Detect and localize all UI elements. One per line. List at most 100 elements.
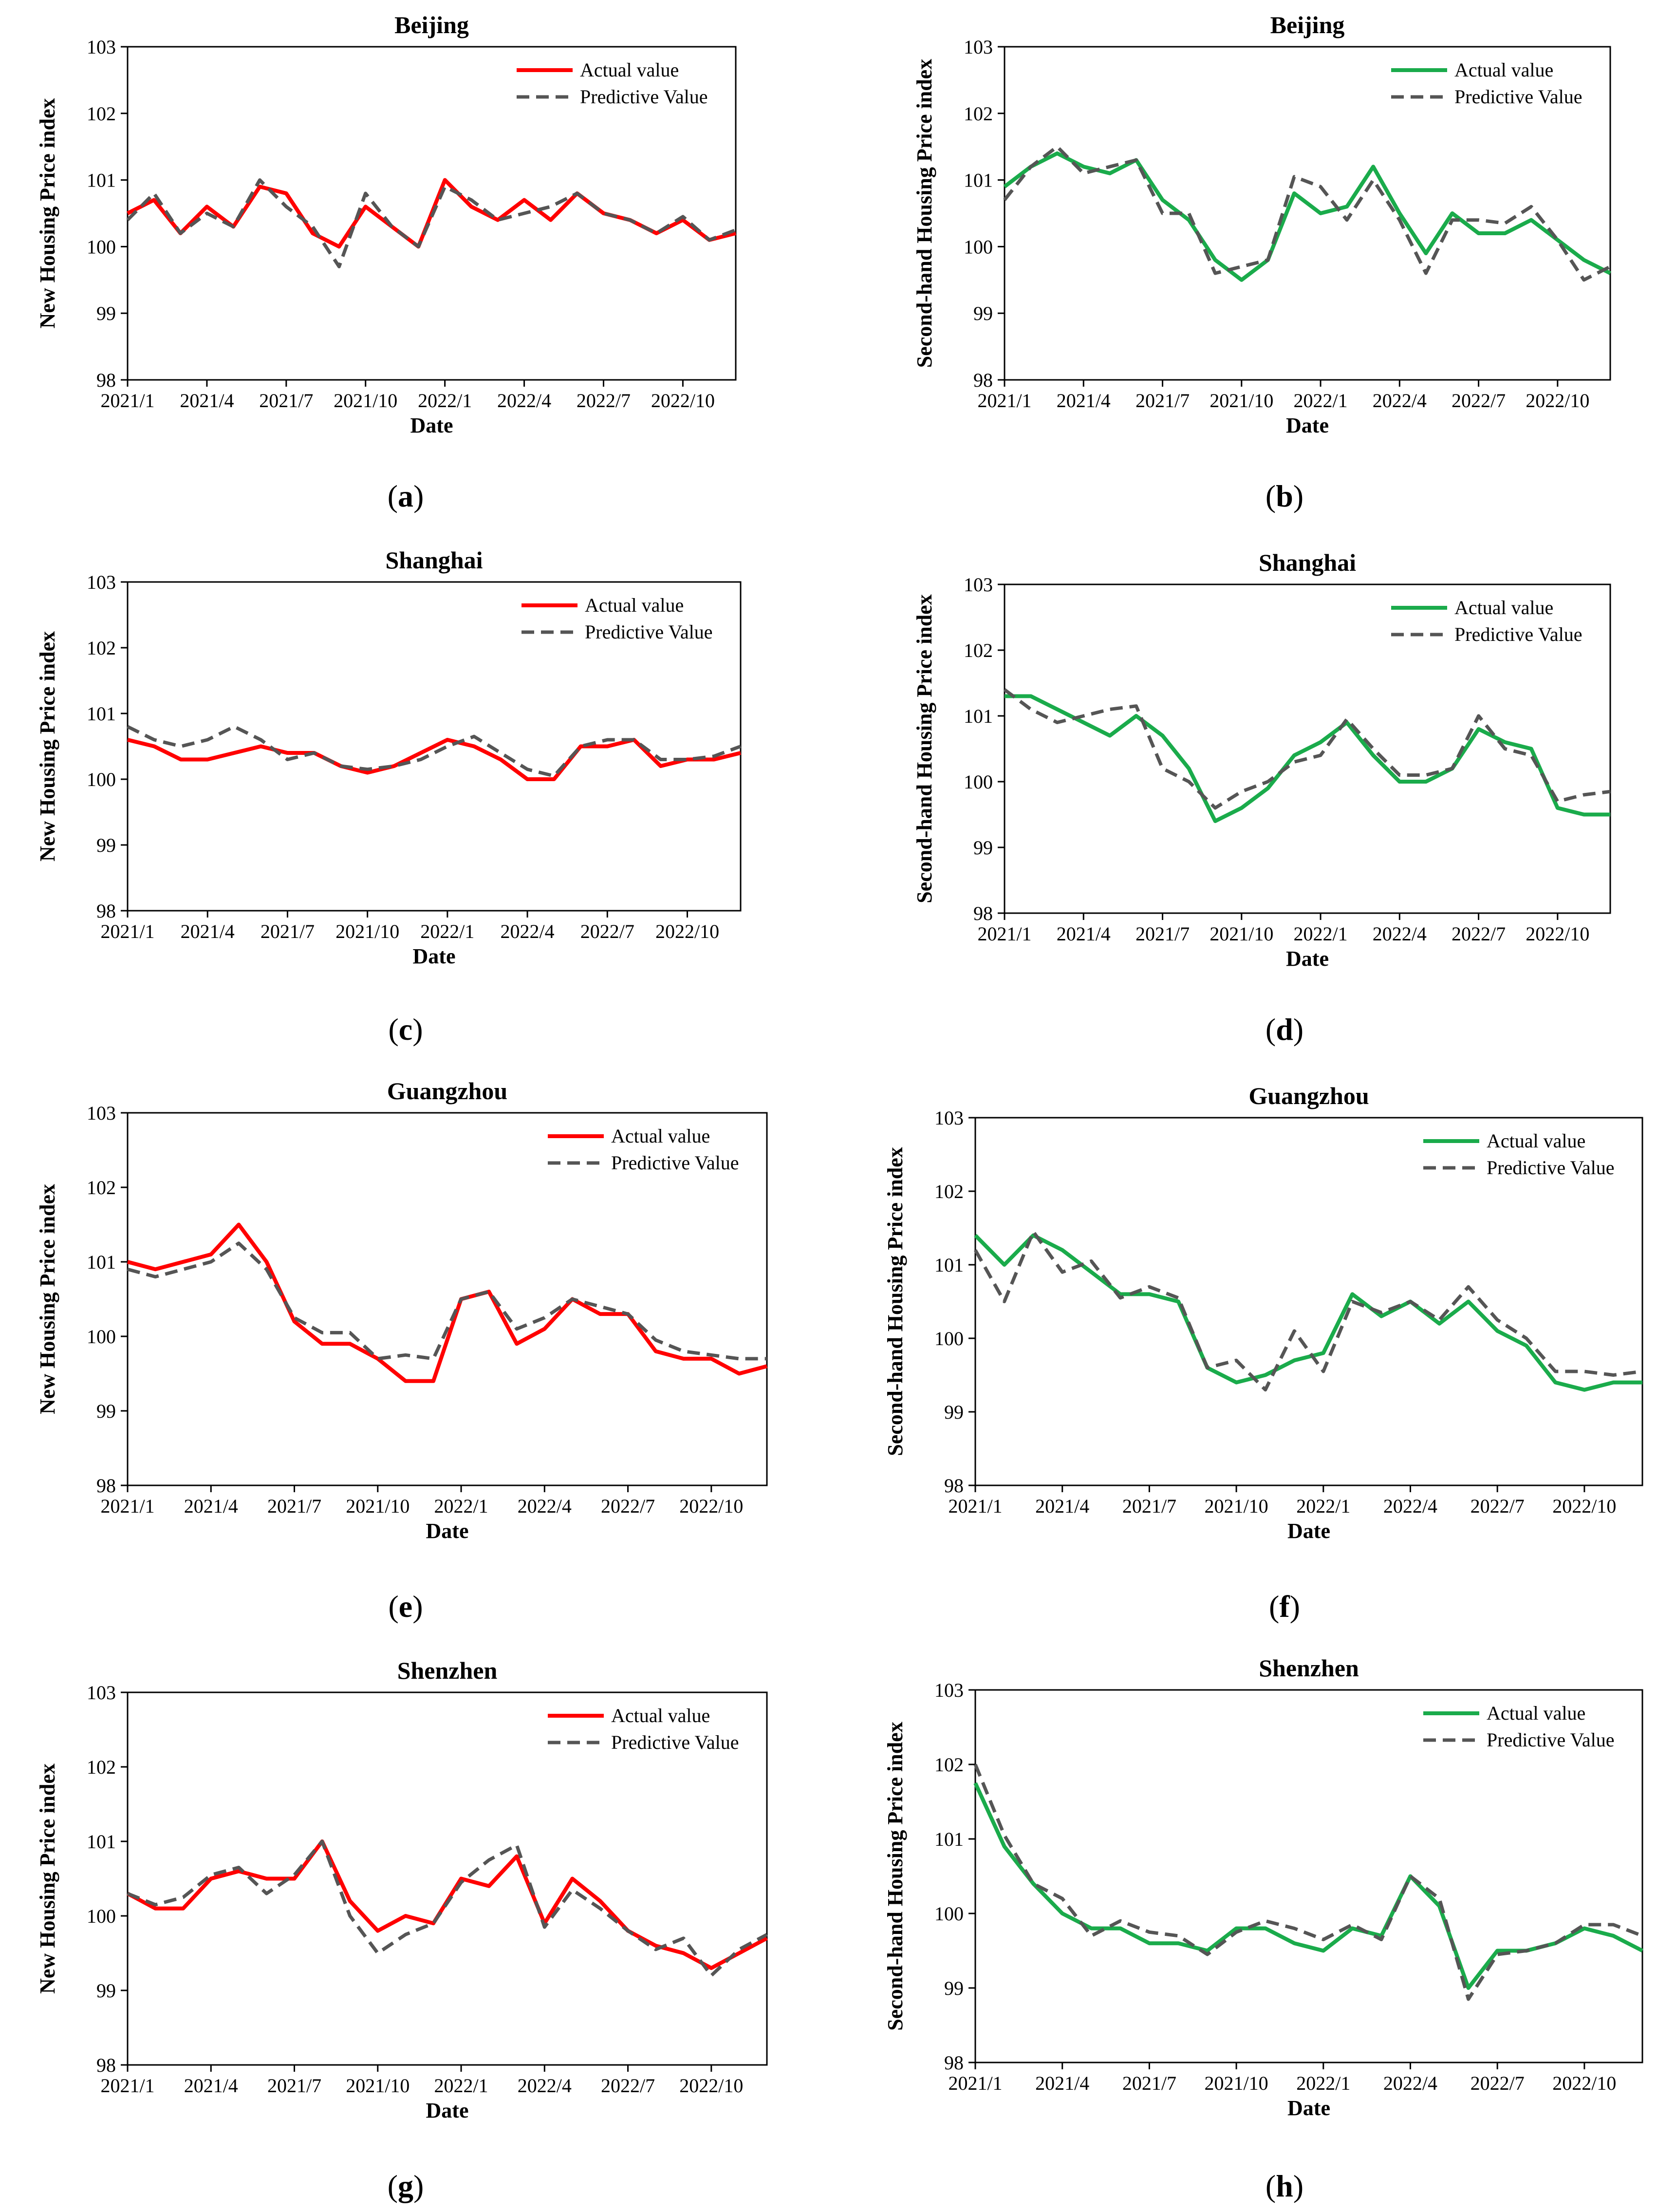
y-tick-label: 103: [87, 1102, 116, 1124]
legend-label: Predictive Value: [585, 621, 713, 643]
x-tick-label: 2022/10: [679, 2075, 743, 2097]
y-tick-label: 99: [96, 302, 116, 324]
x-tick-label: 2021/4: [1035, 2072, 1089, 2094]
chart-title: Beijing: [394, 11, 469, 38]
x-tick-label: 2021/10: [1210, 390, 1273, 412]
chart-title: Shenzhen: [397, 1657, 498, 1684]
y-tick-label: 101: [934, 1828, 964, 1850]
legend-label: Predictive Value: [580, 86, 708, 108]
series-line-predictive: [973, 1763, 1643, 2001]
legend-label: Predictive Value: [1454, 86, 1583, 108]
chart-panel-d: Shanghai 98 99 100 101 102 103 2021/1 2021/4 2021…: [912, 549, 1611, 971]
chart-panel-g: Shenzhen 98 99 100 101 102 103 2021/1 2021/4 2021…: [36, 1657, 768, 2122]
x-tick-label: 2021/10: [346, 1495, 410, 1517]
y-tick-label: 99: [96, 1400, 116, 1422]
x-axis-label: Date: [1287, 2096, 1330, 2120]
legend-label: Actual value: [1487, 1702, 1585, 1724]
x-tick-label: 2022/4: [1383, 2072, 1437, 2094]
series-line-predictive: [126, 178, 737, 268]
x-tick-label: 2021/7: [261, 920, 315, 942]
x-tick-label: 2021/4: [1057, 390, 1111, 412]
y-axis-label: New Housing Price index: [36, 1763, 59, 1994]
chart-title: Shanghai: [385, 546, 483, 574]
y-tick-label: 99: [973, 837, 993, 859]
x-tick-label: 2022/7: [580, 920, 634, 942]
series-line-actual: [127, 1222, 768, 1383]
chart-panel-c: Shanghai 98 99 100 101 102 103 2021/1 2021/4 2021…: [36, 546, 742, 968]
x-tick-label: 2022/1: [434, 2075, 488, 2097]
series-line-actual: [127, 738, 741, 781]
y-tick-label: 102: [87, 1177, 116, 1199]
x-tick-label: 2021/10: [346, 2075, 410, 2097]
x-tick-label: 2021/7: [1136, 923, 1190, 945]
y-tick-label: 102: [964, 639, 993, 661]
x-tick-label: 2021/4: [184, 1495, 238, 1517]
chart-title: Beijing: [1270, 11, 1345, 38]
x-tick-label: 2021/1: [948, 2072, 1002, 2094]
y-tick-label: 100: [934, 1903, 964, 1925]
y-axis-label: Second-hand Housing Price index: [883, 1147, 907, 1456]
y-axis-label: Second-hand Housing Price index: [912, 594, 936, 903]
y-tick-label: 99: [96, 834, 116, 856]
plot-frame: [127, 1691, 768, 2066]
x-tick-label: 2022/1: [1296, 2072, 1350, 2094]
y-tick-label: 103: [934, 1679, 964, 1701]
plot-frame: [1004, 46, 1611, 381]
panel-caption: (f): [1269, 1589, 1300, 1624]
x-tick-label: 2021/4: [1035, 1495, 1089, 1517]
x-tick-label: 2022/7: [1452, 390, 1506, 412]
x-tick-label: 2021/10: [1205, 1495, 1268, 1517]
y-tick-label: 101: [87, 1831, 116, 1853]
x-axis-label: Date: [410, 413, 453, 437]
y-tick-label: 103: [87, 571, 116, 593]
panel-caption: (a): [388, 479, 424, 513]
y-axis-label: New Housing Price index: [36, 631, 59, 862]
x-axis-label: Date: [426, 1519, 469, 1543]
x-tick-label: 2022/4: [518, 2075, 572, 2097]
x-tick-label: 2022/1: [1293, 923, 1347, 945]
x-tick-label: 2022/7: [1471, 1495, 1525, 1517]
legend-label: Predictive Value: [1487, 1729, 1615, 1751]
y-tick-label: 102: [964, 103, 993, 125]
chart-title: Guangzhou: [387, 1077, 507, 1105]
x-tick-label: 2021/4: [1057, 923, 1111, 945]
panel-caption: (g): [388, 2169, 424, 2203]
chart-title: Shanghai: [1259, 549, 1356, 576]
chart-panel-b: Beijing 98 99 100 101 102 103 2021/1 2021/4 2021/…: [912, 11, 1611, 437]
x-tick-label: 2021/4: [184, 2075, 238, 2097]
y-tick-label: 100: [87, 236, 116, 258]
x-tick-label: 2022/10: [679, 1495, 743, 1517]
y-tick-label: 101: [87, 703, 116, 725]
x-axis-label: Date: [1287, 1519, 1330, 1543]
x-tick-label: 2021/10: [334, 390, 397, 412]
x-tick-label: 2022/4: [1373, 923, 1427, 945]
y-tick-label: 102: [87, 1756, 116, 1778]
chart-panel-a: Beijing 98 99 100 101 102 103 2021/1 2021/4 2021/…: [36, 11, 737, 437]
y-tick-label: 100: [87, 1905, 116, 1927]
series-line-predictive: [127, 725, 742, 778]
x-tick-label: 2022/1: [418, 390, 472, 412]
y-tick-label: 102: [87, 103, 116, 125]
x-axis-label: Date: [1286, 947, 1329, 971]
y-tick-label: 102: [934, 1754, 964, 1776]
x-tick-label: 2021/1: [100, 390, 154, 412]
x-tick-label: 2021/1: [948, 1495, 1002, 1517]
y-tick-label: 98: [96, 1475, 116, 1497]
chart-title: Shenzhen: [1259, 1654, 1359, 1682]
y-axis-label: New Housing Price index: [36, 1184, 59, 1414]
x-tick-label: 2021/7: [267, 1495, 321, 1517]
y-axis-label: Second-hand Housing Price index: [912, 59, 936, 368]
x-tick-label: 2021/1: [100, 920, 154, 942]
plot-frame: [974, 1689, 1643, 2063]
x-tick-label: 2021/4: [181, 920, 235, 942]
y-tick-label: 103: [87, 36, 116, 58]
x-axis-label: Date: [426, 2099, 469, 2122]
panel-caption: (h): [1266, 2169, 1303, 2203]
series-line-actual: [1003, 151, 1611, 282]
x-tick-label: 2021/7: [259, 390, 313, 412]
series-line-actual: [1005, 694, 1610, 823]
y-tick-label: 103: [964, 36, 993, 58]
legend-label: Predictive Value: [611, 1731, 739, 1753]
y-tick-label: 98: [96, 369, 116, 391]
